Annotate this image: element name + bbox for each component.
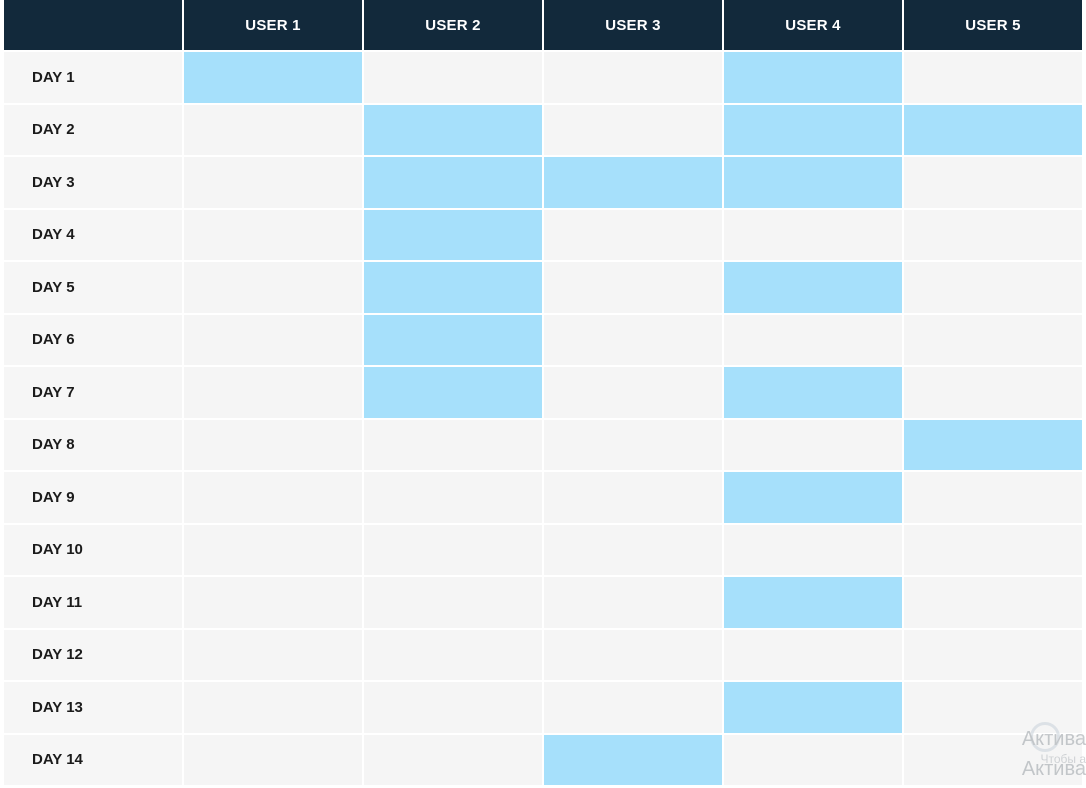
empty-cell <box>544 472 722 523</box>
active-cell <box>724 157 902 208</box>
active-cell <box>364 157 542 208</box>
active-cell <box>364 209 542 260</box>
empty-cell <box>184 262 362 313</box>
column-header: USER 4 <box>724 0 902 50</box>
row-label: DAY 11 <box>4 577 182 628</box>
column-header: USER 1 <box>184 0 362 50</box>
empty-cell <box>904 472 1082 523</box>
watermark-logo-icon <box>1030 722 1060 752</box>
empty-cell <box>904 52 1082 103</box>
empty-cell <box>184 157 362 208</box>
column-header: USER 5 <box>904 0 1082 50</box>
active-cell <box>364 314 542 365</box>
empty-cell <box>184 577 362 628</box>
row-label: DAY 8 <box>4 419 182 470</box>
watermark-line-2: Чтобы а <box>1040 752 1086 766</box>
empty-cell <box>184 524 362 575</box>
empty-cell <box>184 682 362 733</box>
row-label: DAY 5 <box>4 262 182 313</box>
row-label: DAY 13 <box>4 682 182 733</box>
row-label: DAY 4 <box>4 209 182 260</box>
row-label: DAY 14 <box>4 734 182 785</box>
active-cell <box>544 157 722 208</box>
empty-cell <box>364 52 542 103</box>
empty-cell <box>544 52 722 103</box>
active-cell <box>364 367 542 418</box>
empty-cell <box>544 577 722 628</box>
active-cell <box>724 367 902 418</box>
empty-cell <box>544 314 722 365</box>
active-cell <box>904 419 1082 470</box>
empty-cell <box>904 262 1082 313</box>
empty-cell <box>904 577 1082 628</box>
empty-cell <box>904 209 1082 260</box>
empty-cell <box>724 734 902 785</box>
active-cell <box>724 262 902 313</box>
empty-cell <box>544 629 722 680</box>
empty-cell <box>364 682 542 733</box>
active-cell <box>904 104 1082 155</box>
row-label: DAY 10 <box>4 524 182 575</box>
empty-cell <box>184 419 362 470</box>
active-cell <box>364 262 542 313</box>
empty-cell <box>364 419 542 470</box>
empty-cell <box>544 682 722 733</box>
row-label: DAY 9 <box>4 472 182 523</box>
empty-cell <box>364 734 542 785</box>
empty-cell <box>904 367 1082 418</box>
active-cell <box>724 682 902 733</box>
empty-cell <box>904 524 1082 575</box>
empty-cell <box>184 472 362 523</box>
empty-cell <box>364 472 542 523</box>
empty-cell <box>724 524 902 575</box>
empty-cell <box>904 629 1082 680</box>
active-cell <box>544 734 722 785</box>
activation-watermark: Актива Чтобы а Актива <box>1010 716 1086 784</box>
active-cell <box>184 52 362 103</box>
empty-cell <box>184 209 362 260</box>
column-header: USER 2 <box>364 0 542 50</box>
row-label: DAY 1 <box>4 52 182 103</box>
row-label: DAY 7 <box>4 367 182 418</box>
empty-cell <box>184 734 362 785</box>
header-corner <box>4 0 182 50</box>
empty-cell <box>184 104 362 155</box>
row-label: DAY 2 <box>4 104 182 155</box>
empty-cell <box>724 209 902 260</box>
row-label: DAY 6 <box>4 314 182 365</box>
active-cell <box>364 104 542 155</box>
empty-cell <box>724 629 902 680</box>
user-activity-grid: USER 1 USER 2 USER 3 USER 4 USER 5 DAY 1 DAY 2… <box>4 0 1082 785</box>
empty-cell <box>544 367 722 418</box>
empty-cell <box>724 314 902 365</box>
active-cell <box>724 472 902 523</box>
watermark-line-1: Актива <box>1021 728 1086 750</box>
empty-cell <box>184 367 362 418</box>
empty-cell <box>544 104 722 155</box>
active-cell <box>724 52 902 103</box>
column-header: USER 3 <box>544 0 722 50</box>
empty-cell <box>544 419 722 470</box>
empty-cell <box>364 577 542 628</box>
empty-cell <box>904 314 1082 365</box>
empty-cell <box>544 524 722 575</box>
empty-cell <box>544 262 722 313</box>
empty-cell <box>184 629 362 680</box>
empty-cell <box>544 209 722 260</box>
row-label: DAY 3 <box>4 157 182 208</box>
empty-cell <box>364 629 542 680</box>
active-cell <box>724 577 902 628</box>
empty-cell <box>724 419 902 470</box>
empty-cell <box>904 157 1082 208</box>
row-label: DAY 12 <box>4 629 182 680</box>
active-cell <box>724 104 902 155</box>
empty-cell <box>364 524 542 575</box>
empty-cell <box>184 314 362 365</box>
watermark-line-3: Актива <box>1021 758 1086 780</box>
